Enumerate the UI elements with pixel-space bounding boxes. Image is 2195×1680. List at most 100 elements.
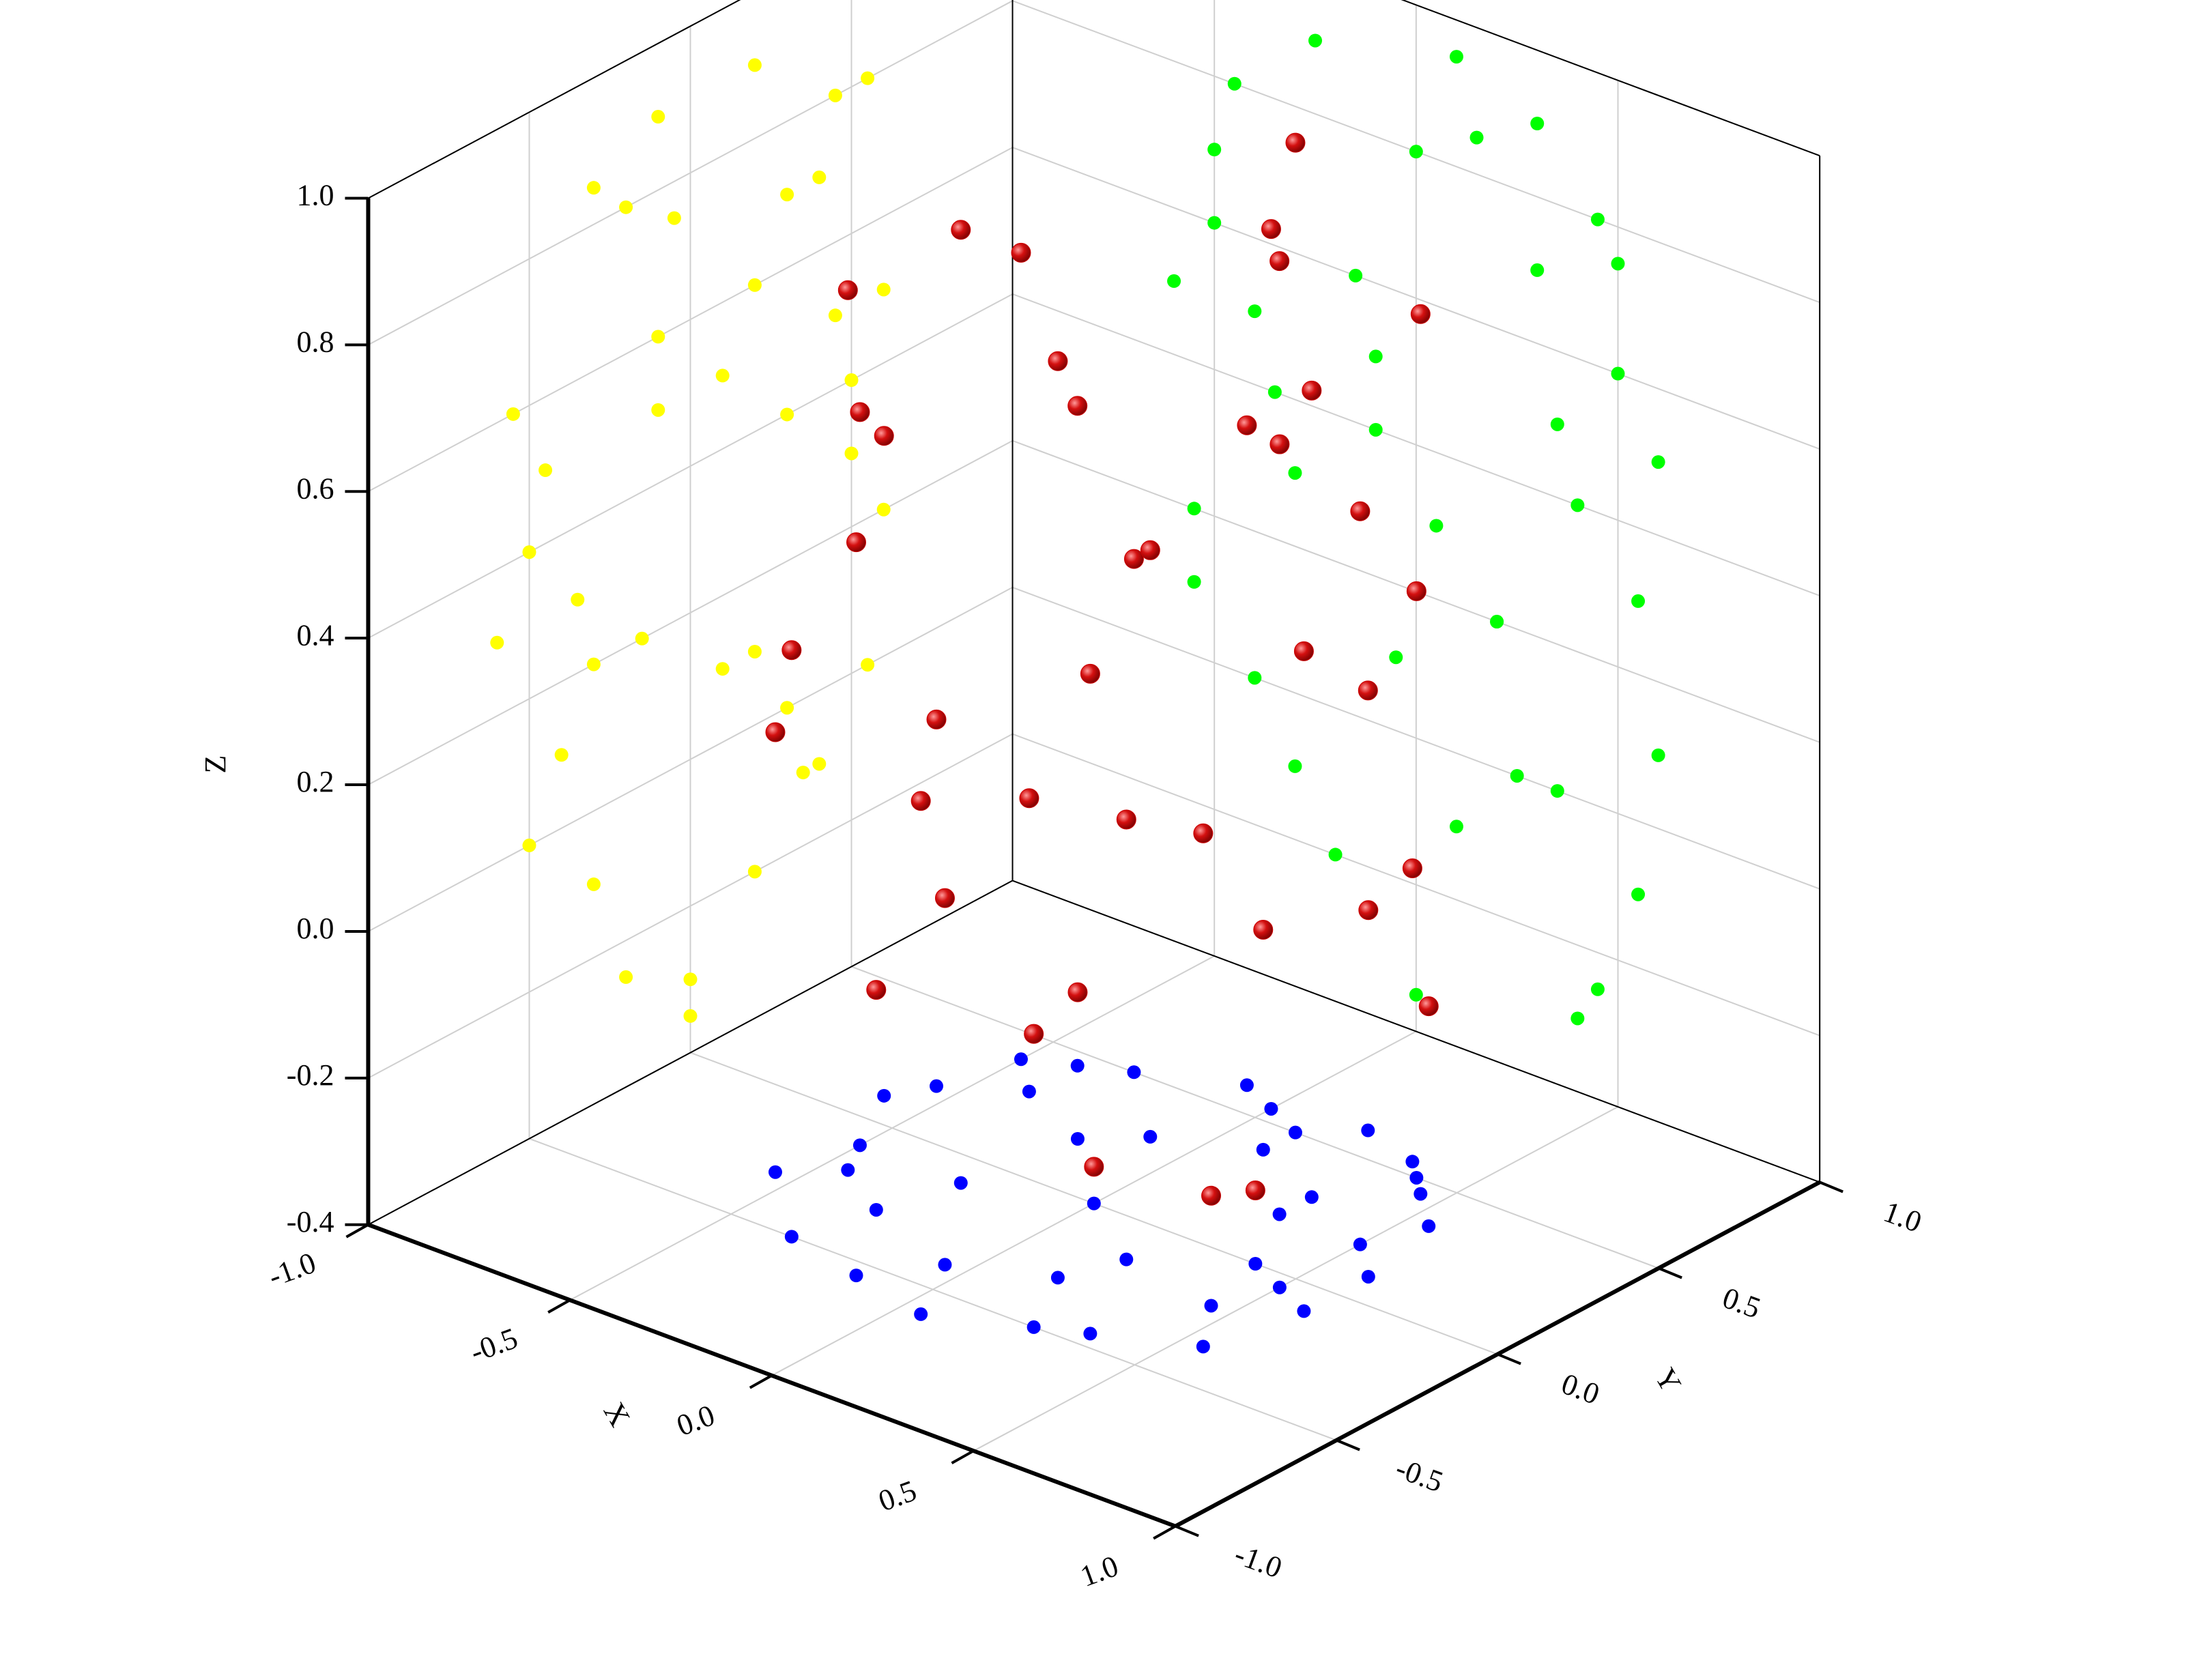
x-tick: [749, 1374, 773, 1389]
wall-grid-line: [367, 0, 1013, 346]
projection-point: [1248, 1257, 1263, 1271]
data-point: [1402, 858, 1422, 879]
x-tick-label: -0.5: [466, 1321, 522, 1369]
projection-point: [1631, 887, 1646, 901]
projection-point: [1409, 987, 1423, 1002]
point-layer: [765, 132, 1439, 1206]
projection-point: [1631, 594, 1646, 608]
data-point: [926, 709, 947, 729]
projection-point: [828, 308, 842, 323]
projection-point: [861, 71, 875, 85]
z-tick-label: -0.4: [287, 1205, 334, 1239]
projection-point: [1187, 502, 1201, 516]
projection-point: [876, 502, 891, 517]
projection-point: [586, 877, 601, 891]
data-point: [951, 220, 971, 240]
data-point: [1418, 996, 1439, 1017]
projection-point: [1368, 349, 1383, 364]
wall-grid-line: [367, 439, 1013, 785]
projection-point: [938, 1258, 952, 1272]
z-tick-label: 0.8: [296, 325, 334, 358]
box-edge: [1012, 880, 1820, 1183]
projection-point: [812, 170, 827, 184]
data-point: [1237, 415, 1257, 435]
projection-point: [844, 373, 859, 388]
projection-point: [1083, 1327, 1098, 1341]
z-axis-title: Z: [199, 755, 232, 774]
x-tick: [951, 1449, 975, 1464]
data-point: [850, 402, 870, 422]
projection-point: [539, 463, 553, 478]
data-point: [1067, 396, 1088, 416]
y-tick-label: -1.0: [1231, 1537, 1287, 1585]
projection-point: [554, 748, 569, 762]
data-point: [1350, 501, 1371, 521]
projection-point: [1530, 263, 1545, 277]
data-point: [1084, 1157, 1104, 1177]
projection-point: [1027, 1320, 1041, 1334]
data-point: [781, 640, 802, 661]
projection-point: [667, 211, 681, 225]
data-point: [1302, 380, 1322, 401]
projection-point: [651, 110, 665, 124]
projection-point: [1070, 1058, 1085, 1073]
y-tick-label: -0.5: [1392, 1451, 1448, 1499]
box-edge: [1401, 0, 1820, 157]
projection-point: [1227, 76, 1242, 91]
projection-point: [1207, 216, 1222, 230]
data-point: [1123, 549, 1144, 569]
projection-point: [784, 1230, 799, 1244]
projection-point: [876, 283, 891, 297]
data-point: [1140, 540, 1160, 560]
data-point: [1406, 581, 1426, 601]
x-tick-label: 0.0: [672, 1398, 719, 1443]
projection-point: [747, 644, 762, 658]
projection-point: [1297, 1304, 1311, 1318]
data-point: [866, 980, 887, 1000]
projection-point: [1570, 498, 1585, 512]
projection-point: [1050, 1271, 1065, 1285]
projection-point: [1087, 1196, 1101, 1211]
projection-point: [1014, 1052, 1028, 1067]
projection-point: [1187, 575, 1201, 589]
projection-point: [1409, 145, 1423, 159]
y-axis-title: Y: [1648, 1363, 1688, 1398]
projection-point: [683, 1009, 698, 1023]
projection-point: [1510, 768, 1524, 783]
projection-point: [1611, 366, 1625, 381]
projection-point: [1409, 1170, 1424, 1185]
projection-point: [715, 662, 730, 676]
projection-point: [914, 1307, 928, 1321]
y-tick: [1336, 1438, 1360, 1451]
data-point: [934, 888, 955, 908]
projection-point: [1422, 1219, 1436, 1233]
wall-grid-line: [1012, 293, 1820, 596]
projection-point: [877, 1088, 891, 1103]
wall-grid-line: [1012, 733, 1820, 1037]
y-tick: [1819, 1181, 1843, 1193]
data-point: [1193, 823, 1214, 843]
projection-point: [1207, 143, 1222, 157]
projection-point: [1167, 274, 1181, 288]
projection-point: [1127, 1065, 1141, 1080]
projection-point: [586, 181, 601, 195]
x-tick-label: 0.5: [874, 1474, 921, 1518]
data-point: [874, 426, 894, 446]
projection-point: [812, 757, 827, 771]
y-tick: [1658, 1266, 1682, 1279]
projection-point: [715, 368, 730, 383]
projection-point: [953, 1176, 968, 1190]
y-tick-label: 0.5: [1718, 1281, 1764, 1325]
z-tick-label: 0.0: [296, 912, 334, 945]
data-point: [1358, 680, 1378, 701]
projection-point: [522, 545, 536, 560]
wall-grid-line: [367, 147, 1013, 493]
projection-point: [522, 838, 536, 852]
projection-point: [1239, 1078, 1254, 1092]
x-tick: [547, 1299, 571, 1314]
projection-point: [1490, 615, 1504, 629]
projection-point: [1353, 1237, 1367, 1251]
data-point: [910, 791, 931, 811]
x-tick: [345, 1223, 369, 1239]
projection-point: [1196, 1339, 1210, 1354]
